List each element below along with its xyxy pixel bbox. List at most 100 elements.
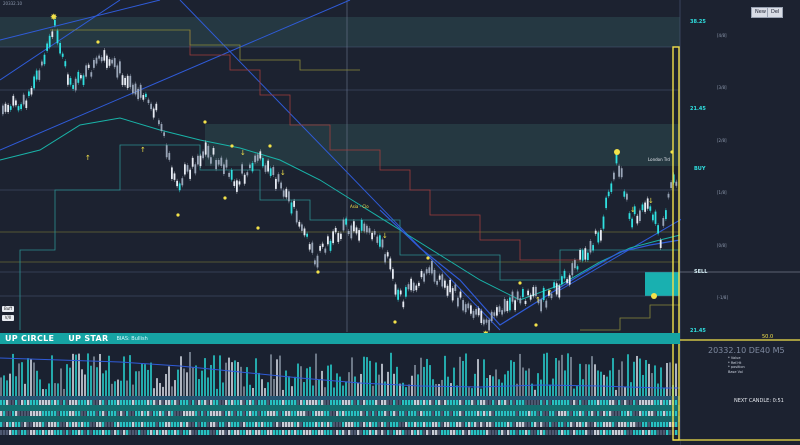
strip-cell [534, 400, 537, 405]
candle [402, 301, 405, 308]
strip-cell [72, 400, 75, 405]
strip-cell [498, 400, 501, 405]
strip-cell [111, 411, 114, 416]
strip-cell [33, 422, 36, 427]
candle [675, 181, 678, 186]
buff-pill[interactable]: Buff [2, 306, 14, 312]
volume-bar [462, 360, 464, 396]
strip-cell [465, 422, 468, 427]
strip-cell [432, 422, 435, 427]
volume-bar [645, 360, 647, 396]
volume-bar [489, 375, 491, 396]
strip-cell [216, 430, 219, 435]
volume-bar [669, 362, 671, 396]
strip-cell [195, 422, 198, 427]
vii-pill[interactable]: V/II [2, 315, 14, 321]
strip-cell [426, 422, 429, 427]
strip-cell [414, 400, 417, 405]
volume-bar [675, 363, 677, 396]
strip-cell [126, 411, 129, 416]
strip-cell [396, 422, 399, 427]
strip-cell [549, 422, 552, 427]
candle [449, 279, 451, 293]
strip-cell [402, 422, 405, 427]
strip-cell [267, 430, 270, 435]
candle [4, 103, 7, 112]
strip-cell [246, 430, 249, 435]
strip-cell [648, 430, 651, 435]
strip-cell [6, 430, 9, 435]
strip-cell [318, 411, 321, 416]
strip-cell [255, 422, 258, 427]
strip-cell [108, 422, 111, 427]
strip-cell [651, 400, 654, 405]
svg-text:✸: ✸ [50, 13, 58, 23]
candle [189, 169, 191, 179]
volume-bar [540, 379, 542, 396]
strip-cell [138, 422, 141, 427]
strip-cell [15, 422, 18, 427]
candle [17, 106, 20, 111]
strip-cell [612, 430, 615, 435]
strip-cell [447, 411, 450, 416]
strip-cell [303, 430, 306, 435]
candle [540, 299, 542, 312]
volume-bar [354, 376, 356, 396]
strip-cell [381, 411, 384, 416]
candle [605, 197, 607, 209]
candle [579, 250, 581, 260]
strip-cell [657, 430, 660, 435]
strip-cell [246, 411, 249, 416]
strip-cell [567, 430, 570, 435]
strip-cell [666, 422, 669, 427]
strip-cell [594, 430, 597, 435]
strip-cell [468, 422, 471, 427]
strip-cell [204, 411, 207, 416]
strip-cell [234, 430, 237, 435]
strip-cell [189, 430, 192, 435]
volume-bar [234, 360, 236, 396]
strip-cell [624, 400, 627, 405]
candle [69, 78, 72, 85]
strip-cell [366, 422, 369, 427]
volume-bar [564, 370, 566, 396]
strip-cell [525, 400, 528, 405]
strip-cell [600, 411, 603, 416]
strip-cell [576, 400, 579, 405]
strip-cell [429, 400, 432, 405]
strip-cell [399, 411, 402, 416]
strip-cell [267, 400, 270, 405]
candle [418, 282, 420, 286]
strip-cell [111, 422, 114, 427]
strip-cell [249, 400, 252, 405]
strip-cell [114, 422, 117, 427]
strip-cell [315, 411, 318, 416]
strip-cell [129, 411, 132, 416]
candle [553, 282, 555, 288]
strip-cell [486, 430, 489, 435]
strip-cell [279, 411, 282, 416]
volume-bar [519, 353, 521, 396]
strip-cell [300, 400, 303, 405]
strip-cell [12, 411, 15, 416]
strip-cell [597, 411, 600, 416]
volume-bar [525, 370, 527, 396]
strip-cell [492, 430, 495, 435]
volume-bar [126, 380, 128, 396]
volume-bar [294, 376, 296, 396]
strip-cell [465, 400, 468, 405]
strip-cell [219, 430, 222, 435]
strip-cell [591, 422, 594, 427]
strip-cell [18, 400, 21, 405]
strip-cell [207, 430, 210, 435]
candle [631, 218, 633, 228]
strip-cell [177, 430, 180, 435]
candle [654, 211, 657, 224]
strip-cell [519, 430, 522, 435]
strip-cell [117, 430, 120, 435]
strip-cell [162, 400, 165, 405]
strip-cell [375, 422, 378, 427]
volume-bar [528, 368, 530, 396]
del-button[interactable]: Del [767, 7, 784, 18]
